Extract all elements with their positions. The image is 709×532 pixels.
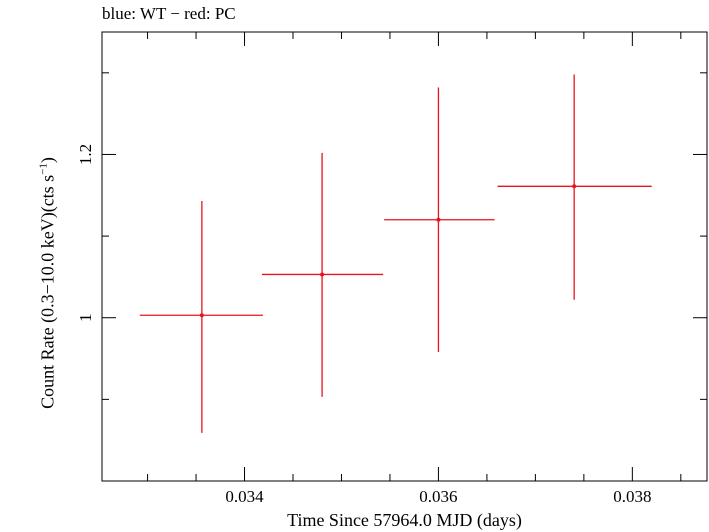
data-marker [436,217,441,222]
axis-tick-labels: 0.034 0.036 0.038 1 1.2 [76,144,651,506]
x-tick-label: 0.038 [613,487,651,506]
data-point [384,87,495,353]
axis-ticks [102,32,707,482]
y-axis-label-text: Count Rate (0.3−10.0 keV)(cts s [37,174,58,409]
data-point [497,74,652,300]
y-tick-label: 1 [76,313,95,322]
chart-title: blue: WT − red: PC [102,4,236,23]
y-tick-label: 1.2 [76,144,95,165]
series-PC [139,74,652,433]
plot-frame [101,31,708,482]
data-marker [320,272,325,277]
data-marks [139,74,652,433]
x-axis-label: Time Since 57964.0 MJD (days) [287,510,522,530]
y-axis-label-suffix: ) [37,157,58,164]
data-point [139,200,263,433]
x-tick-label: 0.036 [419,487,457,506]
data-point [261,152,384,397]
y-axis-label: Count Rate (0.3−10.0 keV)(cts s−1) [38,157,59,409]
data-marker [572,184,577,189]
data-marker [199,313,204,318]
x-tick-label: 0.034 [225,487,264,506]
y-axis-label-exponent: −1 [37,163,50,175]
